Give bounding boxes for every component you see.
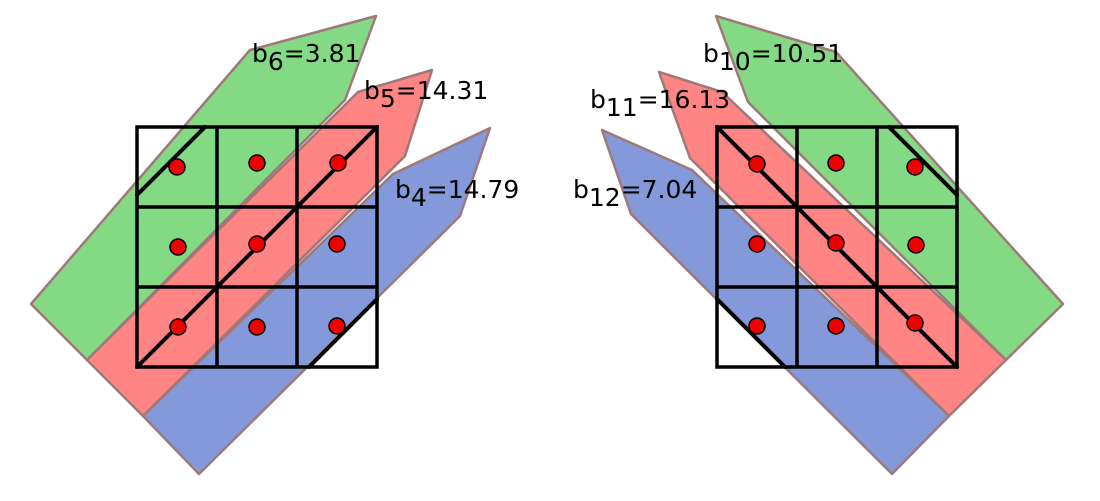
left-band-green [29, 14, 378, 362]
label-b5: b5=14.31 [364, 76, 488, 113]
left-dot [328, 317, 346, 335]
label-b10: b10=10.51 [703, 39, 843, 76]
label-b12: b12=7.04 [573, 175, 697, 212]
label-b6: b6=3.81 [252, 39, 360, 76]
right-dot [748, 317, 766, 335]
left-dot [248, 154, 266, 172]
right-dot [906, 158, 924, 176]
left-dot [329, 154, 347, 172]
right-panel: b10=10.51 b11=16.13 b12=7.04 [573, 14, 1065, 476]
right-band-green [714, 14, 1065, 362]
left-dot [248, 318, 266, 336]
left-band-blue [141, 126, 492, 476]
label-b11: b11=16.13 [590, 85, 730, 122]
left-dots [168, 154, 347, 336]
right-dot [907, 236, 925, 254]
left-dot [168, 158, 186, 176]
left-dot [169, 238, 187, 256]
label-b4: b4=14.79 [395, 175, 519, 212]
right-band-blue [600, 128, 951, 476]
right-dot [748, 235, 766, 253]
left-dot [169, 318, 187, 336]
right-dots [748, 154, 925, 335]
left-dot [328, 235, 346, 253]
right-dot [827, 154, 845, 172]
right-dot [748, 155, 766, 173]
right-dot [827, 234, 845, 252]
left-panel: b6=3.81 b5=14.31 b4=14.79 [29, 14, 519, 476]
right-dot [827, 317, 845, 335]
right-dot [906, 314, 924, 332]
left-dot [248, 235, 266, 253]
